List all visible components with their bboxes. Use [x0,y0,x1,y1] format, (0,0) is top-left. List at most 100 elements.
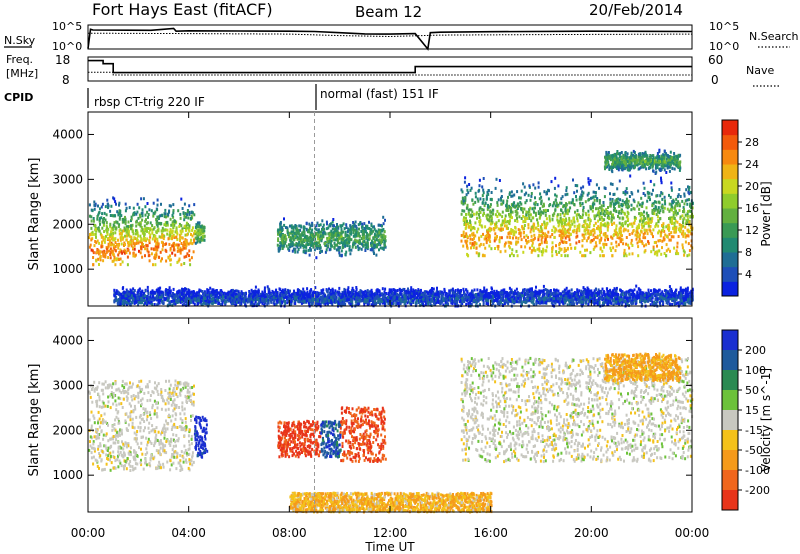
power-cell [132,246,134,250]
power-cell [174,243,177,247]
power-cell [143,232,146,236]
power-cell [311,228,314,232]
power-cell [474,195,477,199]
power-cell [306,235,309,239]
power-cell [622,191,625,195]
power-cell [673,167,676,171]
power-cell [641,202,644,206]
power-cell [465,206,468,210]
power-cell [136,210,139,214]
power-cell [656,244,658,248]
power-cell [644,249,647,253]
power-cell [672,200,675,204]
power-cell [538,247,541,251]
power-cell [632,229,635,233]
power-cell [579,216,582,219]
power-cell [172,220,175,224]
power-cell [364,246,367,250]
power-cell [482,188,485,192]
power-cell [378,248,380,252]
power-cell [330,239,333,243]
power-cell [583,229,586,233]
power-cell [516,190,519,194]
nave-label: Nave [746,64,774,77]
power-cell [609,182,612,186]
power-cell [139,251,142,255]
power-cell [109,222,112,226]
power-cell [365,243,368,247]
power-cell [544,232,547,236]
power-cell [599,212,602,215]
power-cell [138,249,140,253]
power-cell [201,228,204,232]
power-cell [565,230,568,234]
power-cell [582,191,585,195]
power-cell [134,232,137,236]
power-cell [93,207,96,211]
power-cell [514,225,517,229]
power-cell [340,230,343,234]
power-cell [154,210,157,214]
power-cell [563,204,566,208]
power-cell [518,196,520,200]
power-cell [553,201,555,205]
power-cell [111,242,114,246]
power-cell [675,201,678,205]
power-cell [628,233,631,236]
power-cell [544,213,547,217]
power-cell [652,156,655,159]
power-cell [174,230,177,234]
power-cell [506,199,509,203]
power-cell [118,215,121,219]
power-cell [673,206,676,210]
power-cell [363,236,365,240]
power-cell [146,210,149,214]
power-cell [120,236,123,240]
power-cell [298,243,301,247]
power-cell [154,234,157,238]
power-cell [592,190,595,194]
power-cell [336,238,339,242]
power-cell [485,238,488,242]
power-cell [159,214,162,218]
power-cell [302,233,304,237]
power-cell [633,215,636,219]
power-cell [127,233,130,237]
power-cell [299,224,302,228]
power-cell [373,252,375,255]
power-cell [531,241,534,245]
power-cell [540,202,543,206]
power-cell [354,245,357,249]
power-cell [115,243,118,246]
power-cell [547,230,550,234]
power-cell [328,248,331,252]
power-cell [124,209,127,213]
power-cell [614,249,617,253]
power-cell [519,196,522,200]
power-cell [189,241,192,245]
power-cell [155,251,158,255]
power-cell [104,255,107,259]
power-cell [581,213,584,217]
power-cell [302,238,305,242]
power-cell [132,239,135,243]
power-cell [475,251,478,255]
power-cell [498,179,501,182]
power-cell [470,213,472,217]
power-cell [687,234,690,238]
power-cell [543,190,546,194]
power-cell [295,242,298,245]
freq-panel: Freq. [MHz] 18 8 60 0 Nave [6,53,781,87]
power-cell [295,243,298,247]
power-cell [123,228,126,232]
power-cell [645,243,648,247]
power-cell [469,237,472,241]
power-cell [526,217,529,220]
power-cell [340,241,343,244]
power-cell [609,165,612,169]
power-cell [625,254,628,258]
power-cell [531,207,534,211]
power-cell [382,233,385,237]
power-cell [105,246,108,250]
